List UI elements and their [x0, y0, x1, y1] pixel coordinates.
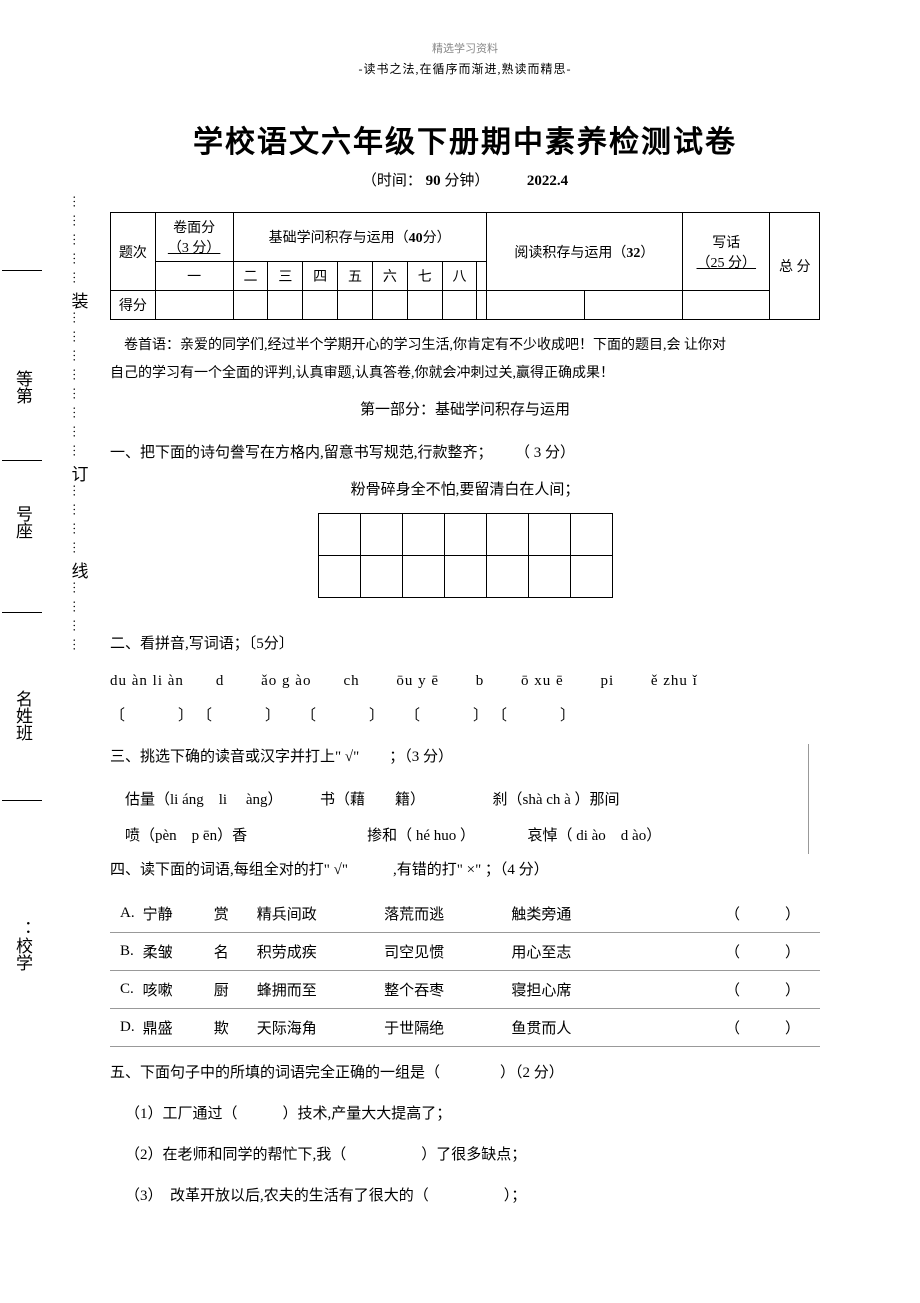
q4-text: 四、读下面的词语,每组全对的打" √" ,有错的打" ×" ；（4 分）: [110, 854, 820, 887]
blank-cell: [584, 291, 682, 320]
q2-brackets: 〔 〕 〔 〕 〔 〕 〔 〕 〔 〕: [110, 704, 820, 725]
side-label-grade: 等第: [10, 370, 35, 404]
blank-cell: [442, 291, 477, 320]
side-hline: [2, 612, 42, 613]
writing-grid: [318, 513, 613, 598]
score-table: 题次 卷面分 （3 分） 基础学问积存与运用（40分） 阅读积存与运用（32） …: [110, 212, 820, 320]
table-row: D. 鼎盛 欺 天际海角 于世隔绝 鱼贯而人 （ ）: [110, 1009, 820, 1047]
vertical-divider: [808, 744, 809, 854]
cell-defen: 得分: [111, 291, 156, 320]
cell-reading-section: 阅读积存与运用（32）: [486, 213, 682, 291]
side-label-seat: 号座: [10, 505, 35, 539]
side-hline: [2, 270, 42, 271]
exam-subtitle: （时间： 90 分钟） 2022.4: [110, 169, 820, 190]
answer-paren: （ ）: [635, 971, 820, 1009]
exam-title: 学校语文六年级下册期中素养检测试卷: [110, 117, 820, 161]
blank-cell: [372, 291, 407, 320]
side-label-name: 名姓班: [10, 690, 35, 741]
q4-table: A. 宁静 赏 精兵间政 落荒而逃 触类旁通 （ ） B. 柔皱 名 积劳成疾 …: [110, 895, 820, 1047]
cell-writing: 写话 （25 分）: [683, 213, 770, 291]
num-cell: 五: [338, 262, 373, 291]
answer-paren: （ ）: [635, 1009, 820, 1047]
cell-basic-section: 基础学问积存与运用（40分）: [233, 213, 486, 262]
num-cell: 六: [372, 262, 407, 291]
blank-cell: [303, 291, 338, 320]
blank-cell: [486, 291, 584, 320]
sub-time: 90: [426, 173, 441, 189]
sub-left: （时间：: [362, 173, 422, 189]
answer-paren: （ ）: [635, 895, 820, 933]
blank-cell: [268, 291, 303, 320]
num-cell: 八: [442, 262, 477, 291]
side-hline: [2, 460, 42, 461]
exam-page: 精选学习资料 -读书之法,在循序而渐进,熟读而精思- …………… 装 ………………: [0, 0, 920, 1261]
q1-poem: 粉骨碎身全不怕,要留清白在人间；: [110, 478, 820, 499]
binding-dots: …………: [72, 484, 85, 560]
binding-label-ding: 订: [66, 465, 91, 482]
num-cell: 一: [155, 262, 233, 291]
top-material-label: 精选学习资料: [110, 40, 820, 56]
cell-tici: 题次: [111, 213, 156, 291]
q1-text: 一、把下面的诗句誊写在方格内,留意书写规范,行款整齐； （ 3 分）: [110, 437, 820, 470]
q5-s2: （2）在老师和同学的帮忙下,我（ ）了很多缺点；: [110, 1139, 820, 1172]
binding-label-zhuang: 装: [66, 292, 91, 309]
binding-strip: …………… 装 …………………… 订 ………… 线 …………: [48, 195, 108, 657]
q5-s1: （1）工厂通过（ ）技术,产量大大提高了；: [110, 1098, 820, 1131]
q5-s3: （3） 改革开放以后,农夫的生活有了很大的（ ）；: [110, 1180, 820, 1213]
binding-dots: ……………………: [72, 311, 85, 463]
table-row: A. 宁静 赏 精兵间政 落荒而逃 触类旁通 （ ）: [110, 895, 820, 933]
blank-cell: [683, 291, 770, 320]
blank-cell: [233, 291, 268, 320]
answer-paren: （ ）: [635, 933, 820, 971]
binding-dots: …………: [72, 581, 85, 657]
num-cell: 二: [233, 262, 268, 291]
sub-unit: 分钟）: [444, 173, 489, 189]
table-row: C. 咳嗽 厨 蜂拥而至 整个吞枣 寝担心席 （ ）: [110, 971, 820, 1009]
sub-date: 2022.4: [527, 173, 568, 189]
side-hline: [2, 800, 42, 801]
q3-text: 三、挑选下确的读音或汉字并打上" √" ；（3 分）: [110, 741, 820, 774]
num-cell: [477, 262, 486, 291]
num-cell: 七: [407, 262, 442, 291]
binding-label-xian: 线: [66, 562, 91, 579]
q2-pinyin: du àn li àn d ǎo g ào ch ōu y ē b ō xu ē…: [110, 669, 820, 690]
top-quote: -读书之法,在循序而渐进,熟读而精思-: [110, 60, 820, 77]
q2-text: 二、看拼音,写词语；〔5分〕: [110, 628, 820, 661]
num-cell: 四: [303, 262, 338, 291]
q3-row-1: 估量（li áng li àng） 书（藉 籍） 刹（shà ch à ）那间: [110, 782, 820, 818]
q3-row-2: 喷（pèn p ēn）香 掺和（ hé huo ） 哀悼（ di ào d ào…: [110, 818, 820, 854]
num-cell: 三: [268, 262, 303, 291]
cell-juanmian: 卷面分 （3 分）: [155, 213, 233, 262]
blank-cell: [477, 291, 486, 320]
blank-cell: [407, 291, 442, 320]
side-label-school: ：校学: [10, 920, 35, 971]
section-1-heading: 第一部分：基础学问积存与运用: [110, 398, 820, 419]
table-row: B. 柔皱 名 积劳成疾 司空见惯 用心至志 （ ）: [110, 933, 820, 971]
blank-cell: [155, 291, 233, 320]
blank-cell: [338, 291, 373, 320]
q5-text: 五、下面句子中的所填的词语完全正确的一组是（ ）（2 分）: [110, 1057, 820, 1090]
cell-total: 总 分: [770, 213, 820, 320]
intro-text: 卷首语：亲爱的同学们,经过半个学期开心的学习生活,你肯定有不少收成吧！下面的题目…: [110, 332, 820, 388]
binding-dots: ……………: [72, 195, 85, 290]
